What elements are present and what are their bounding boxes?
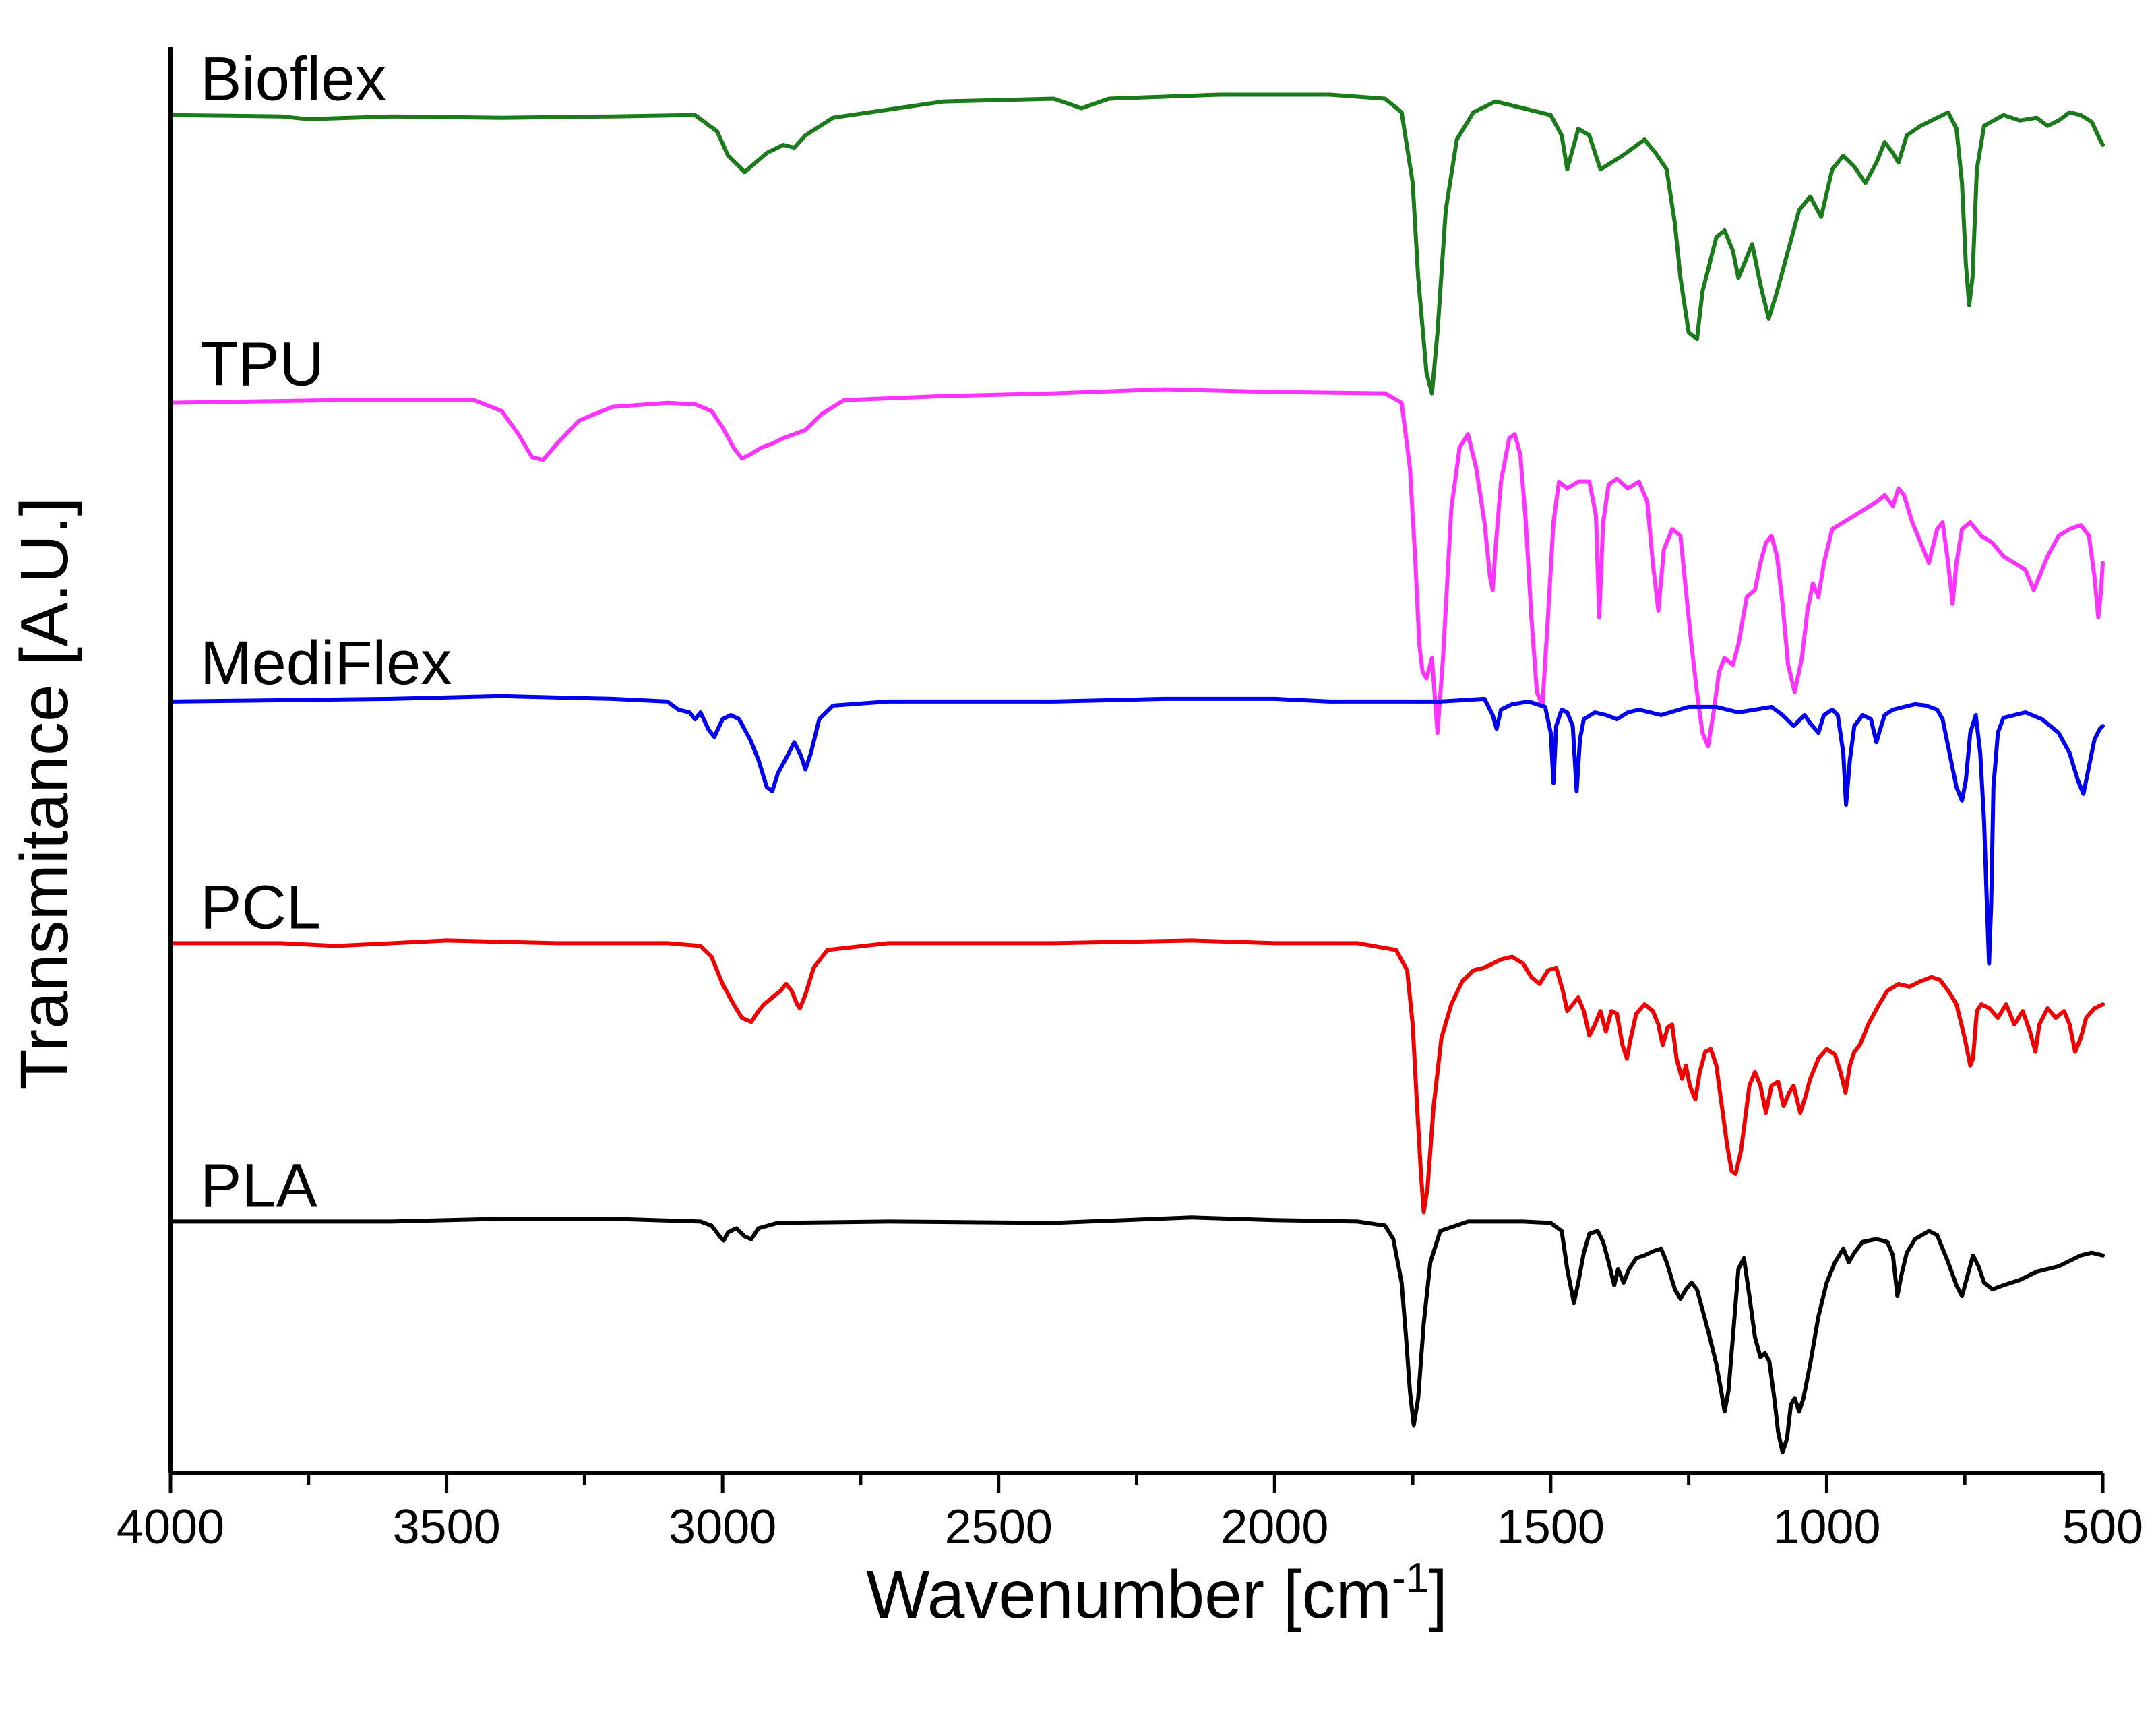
x-tick-label: 3000: [669, 1500, 776, 1554]
x-tick-label: 500: [2062, 1500, 2143, 1554]
y-axis-title: Transmitance [A.U.]: [7, 497, 82, 1091]
x-tick-label: 1000: [1773, 1500, 1880, 1554]
series-line-pcl: [168, 938, 2105, 1215]
series-label-pcl: PCL: [200, 873, 321, 942]
x-tick-label: 2000: [1221, 1500, 1328, 1554]
x-tick-label: 1500: [1497, 1500, 1605, 1554]
series-label-tpu: TPU: [200, 330, 324, 399]
series-line-pla: [168, 1215, 2105, 1454]
x-tick-label: 2500: [945, 1500, 1053, 1554]
x-tick-label: 3500: [392, 1500, 500, 1554]
series-line-bioflex: [168, 92, 2105, 396]
x-tick-label: 4000: [117, 1500, 224, 1554]
series-labels: Bioflex TPU MediFlex PCL PLA: [200, 45, 452, 1221]
series-line-mediflex: [168, 694, 2105, 966]
x-axis-ticks: 4000 3500 3000 2500 2000 1500 1000 500: [117, 1473, 2143, 1554]
series-label-mediflex: MediFlex: [200, 629, 452, 698]
series-label-pla: PLA: [200, 1151, 318, 1220]
x-axis-title: Wavenumber [cm-1]: [866, 1555, 1448, 1632]
series-line-tpu: [168, 387, 2105, 749]
series-label-bioflex: Bioflex: [200, 45, 386, 114]
series-traces: [168, 92, 2105, 1454]
